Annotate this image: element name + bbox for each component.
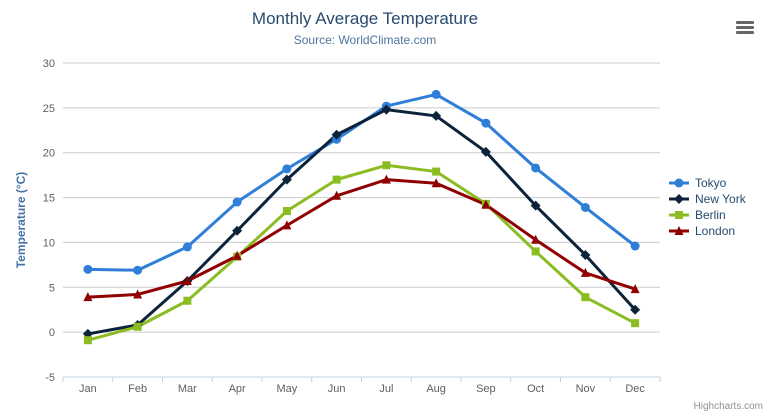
point-Berlin-Jun[interactable] (332, 175, 341, 184)
point-New York-Aug[interactable] (431, 110, 442, 121)
y-axis-title: Temperature (°C) (14, 172, 28, 269)
y-axis-label-20: 20 (43, 148, 55, 160)
legend-item-new-york[interactable]: New York (668, 191, 746, 207)
point-Berlin-Dec[interactable] (631, 319, 640, 328)
diamond-marker-icon (669, 194, 689, 204)
chart-subtitle: Source: WorldClimate.com (293, 33, 437, 47)
point-New York-Apr[interactable] (232, 225, 243, 236)
point-New York-Jun[interactable] (331, 129, 342, 140)
point-London-May[interactable] (282, 220, 292, 230)
point-Tokyo-Feb[interactable] (133, 265, 143, 275)
square-marker-icon (669, 211, 689, 219)
point-London-Mar[interactable] (182, 276, 192, 286)
y-axis-label-10: 10 (43, 237, 55, 249)
point-Tokyo-Jan[interactable] (83, 264, 93, 274)
y-axis-label-5: 5 (49, 282, 55, 294)
series-line-Berlin (87, 163, 636, 342)
legend-item-london[interactable]: London (668, 223, 746, 239)
point-London-Aug[interactable] (431, 178, 441, 188)
legend-marker-Tokyo (674, 178, 684, 188)
point-Tokyo-Nov[interactable] (580, 202, 590, 212)
chart-title: Monthly Average Temperature (251, 9, 479, 28)
point-Berlin-Jul[interactable] (382, 161, 391, 170)
legend-label: New York (695, 192, 746, 206)
point-New York-Nov[interactable] (580, 249, 591, 260)
point-London-Oct[interactable] (531, 234, 541, 244)
point-London-Nov[interactable] (580, 267, 590, 277)
point-New York-Jul[interactable] (381, 104, 392, 115)
point-Berlin-Mar[interactable] (183, 296, 192, 305)
x-axis-label-Nov: Nov (576, 383, 596, 395)
point-London-Feb[interactable] (133, 289, 143, 299)
y-axis-label-25: 25 (43, 103, 55, 115)
point-New York-Dec[interactable] (630, 304, 641, 315)
point-Berlin-Feb[interactable] (133, 322, 142, 331)
point-New York-Oct[interactable] (530, 200, 541, 211)
series-line-London (87, 178, 636, 299)
circle-marker-icon (669, 178, 689, 188)
point-Berlin-May[interactable] (282, 207, 291, 216)
x-axis-label-Jan: Jan (79, 383, 97, 395)
point-Berlin-Nov[interactable] (581, 293, 590, 302)
point-Berlin-Jan[interactable] (83, 336, 92, 345)
point-Berlin-Aug[interactable] (432, 167, 441, 176)
point-London-Sep[interactable] (481, 199, 491, 209)
point-London-Jan[interactable] (83, 292, 93, 302)
x-axis-label-Dec: Dec (625, 383, 645, 395)
point-Tokyo-Apr[interactable] (232, 197, 242, 207)
legend-marker-London (674, 226, 684, 235)
x-axis-label-Feb: Feb (128, 383, 147, 395)
y-axis-label-15: 15 (43, 193, 55, 205)
x-axis-label-May: May (276, 383, 297, 395)
legend-label: London (695, 224, 736, 238)
point-Tokyo-Oct[interactable] (531, 163, 541, 173)
x-axis-label-Jul: Jul (379, 383, 393, 395)
x-axis-label-Apr: Apr (229, 383, 246, 395)
series-points-Tokyo (83, 89, 640, 275)
point-New York-Sep[interactable] (480, 146, 491, 157)
legend-label: Tokyo (695, 176, 727, 190)
hamburger-menu-icon (736, 21, 754, 24)
x-axis-label-Jun: Jun (328, 383, 346, 395)
point-Tokyo-Sep[interactable] (481, 118, 491, 128)
legend-item-tokyo[interactable]: Tokyo (668, 175, 746, 191)
point-Berlin-Oct[interactable] (531, 247, 540, 256)
legend: Tokyo New York Berlin London (668, 175, 746, 239)
y-axis-label-30: 30 (43, 58, 55, 70)
hamburger-menu-icon (736, 26, 754, 29)
point-Tokyo-Dec[interactable] (630, 241, 640, 251)
point-London-Apr[interactable] (232, 250, 242, 260)
legend-item-berlin[interactable]: Berlin (668, 207, 746, 223)
series-points-London (83, 174, 640, 302)
point-London-Jun[interactable] (332, 190, 342, 200)
point-London-Jul[interactable] (381, 174, 391, 184)
x-axis-label-Oct: Oct (527, 383, 544, 395)
x-axis-label-Sep: Sep (476, 383, 496, 395)
credits-link[interactable]: Highcharts.com (693, 401, 763, 412)
legend-label: Berlin (695, 208, 726, 222)
y-axis-label-0: 0 (49, 327, 55, 339)
point-Tokyo-Mar[interactable] (182, 242, 192, 252)
x-axis-label-Aug: Aug (426, 383, 446, 395)
export-menu-button[interactable] (736, 21, 754, 34)
series-line-New York (87, 108, 637, 336)
legend-marker-New York (674, 194, 684, 204)
hamburger-menu-icon (736, 31, 754, 34)
series-points-New York (82, 104, 641, 339)
point-New York-May[interactable] (281, 174, 292, 185)
triangle-marker-icon (669, 226, 689, 235)
point-London-Dec[interactable] (630, 284, 640, 294)
point-Tokyo-May[interactable] (282, 164, 292, 174)
y-axis-label--5: -5 (45, 372, 55, 384)
point-Tokyo-Aug[interactable] (431, 89, 441, 99)
legend-marker-Berlin (675, 211, 683, 219)
x-axis-label-Mar: Mar (178, 383, 197, 395)
